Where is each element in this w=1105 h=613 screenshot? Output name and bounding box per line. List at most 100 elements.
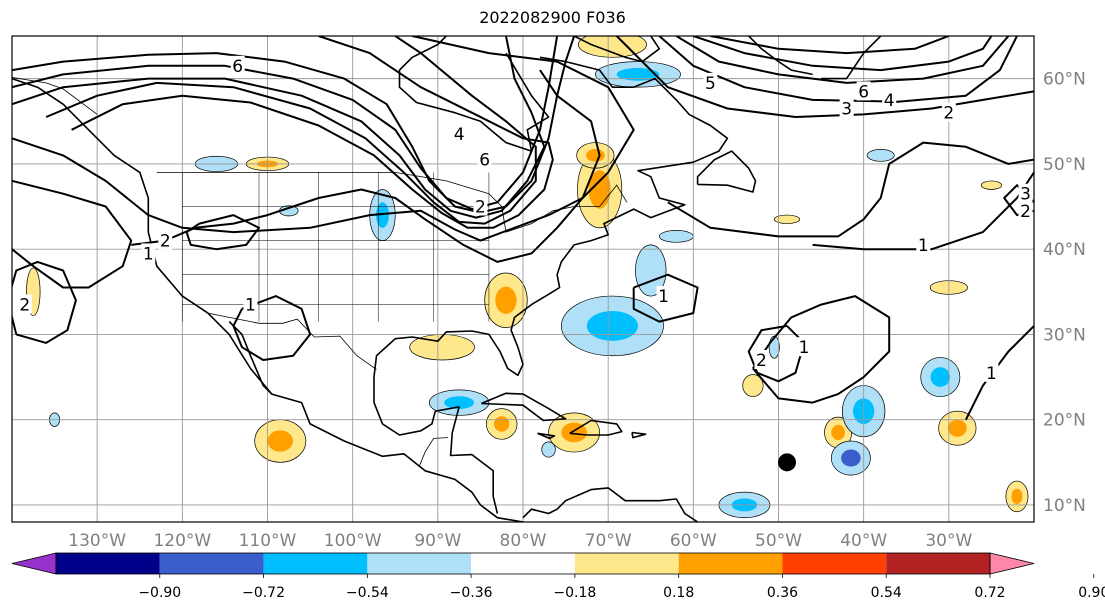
contour-label: 1 (986, 364, 997, 384)
contour-label: 6 (858, 82, 869, 102)
longitude-label: 100°W (324, 531, 382, 551)
contour-line (71, 36, 554, 229)
country-border (418, 437, 449, 467)
anomaly-area (541, 441, 556, 458)
contour-label-bg (17, 294, 32, 314)
colorbar-tick-label: 0.54 (871, 585, 902, 601)
contour-label: 1 (799, 338, 810, 358)
contour-line (12, 260, 77, 344)
contour-label: 2 (943, 104, 954, 124)
colorbar-extend-low (11, 552, 57, 575)
longitude-label: 40°W (840, 531, 887, 551)
contour-label-bg (477, 149, 492, 169)
colorbar-tick-label: −0.36 (450, 585, 493, 601)
anomaly-core (831, 424, 845, 441)
contour-label-bg (797, 337, 812, 357)
colorbar-segment (574, 553, 679, 574)
contour-label: 3 (1020, 185, 1031, 205)
colorbar-segment (471, 553, 575, 574)
coastline (228, 321, 273, 395)
colorbar-tick-label: 0.36 (767, 585, 798, 601)
anomaly-core (616, 67, 660, 81)
contour-label: 4 (884, 91, 895, 111)
coastline (631, 431, 647, 439)
contour-label-bg (243, 294, 258, 314)
contour-label: 1 (245, 296, 256, 316)
anomaly-core (586, 148, 605, 162)
contour-label-bg (703, 72, 718, 92)
longitude-labels: 130°W 120°W 110°W 100°W 90°W 80°W 70°W 60°W 50°W… (68, 531, 972, 551)
anomaly-core (947, 419, 967, 437)
colorbar-segment (886, 553, 990, 574)
contour-label-bg (230, 55, 245, 75)
contour-line (675, 36, 1010, 84)
colorbar-labels: −0.90 −0.72 −0.54 −0.36 −0.18 0.18 0.36 0.54 0.7… (138, 574, 1105, 601)
contour-line (710, 36, 950, 55)
contour-label: 1 (658, 287, 669, 307)
longitude-label: 120°W (153, 531, 211, 551)
contour-line (752, 295, 891, 404)
longitude-label: 50°W (755, 531, 802, 551)
colorbar-segment (159, 553, 264, 574)
coastline (537, 432, 556, 440)
country-border (12, 77, 98, 115)
colorbar-extend-high (989, 552, 1035, 575)
contour-label-bg (1018, 200, 1033, 220)
contour-label-bg (1018, 183, 1033, 203)
contour-label-bg (141, 243, 156, 263)
latitude-label: 50°N (1043, 155, 1086, 175)
anomaly-area (773, 214, 801, 224)
contour-line (232, 295, 312, 361)
coastline (573, 36, 661, 63)
contour-label-bg (984, 362, 999, 382)
contour-label: 1 (143, 244, 154, 264)
contour-label: 2 (756, 351, 767, 371)
coastline (398, 36, 550, 152)
longitude-label: 110°W (239, 531, 297, 551)
latitude-label: 20°N (1043, 411, 1086, 431)
contour-line (12, 36, 635, 242)
colorbar-tick-label: 0.90 (1078, 585, 1105, 601)
anomaly-core (494, 416, 510, 432)
anomaly-core (586, 310, 638, 341)
contour-line (12, 179, 133, 289)
storm-position-marker (778, 453, 797, 472)
contour-label-bg (754, 350, 769, 369)
height-contours (12, 36, 1034, 421)
anomaly-shading (26, 36, 1029, 519)
latitude-label: 10°N (1043, 496, 1086, 516)
anomaly-area (578, 36, 647, 58)
contour-label: 4 (454, 125, 465, 145)
contour-line (667, 141, 1034, 238)
coastline (373, 56, 729, 514)
longitude-label: 70°W (585, 531, 632, 551)
colorbar-segment (678, 553, 783, 574)
contour-line (131, 69, 601, 263)
contour-line (615, 36, 1034, 118)
contour-label-bg (941, 102, 956, 122)
colorbar-outline (55, 552, 991, 575)
colorbar-tick-label: 0.18 (663, 585, 694, 601)
contour-label: 2 (1020, 202, 1031, 222)
country-border (156, 172, 628, 233)
longitude-label: 60°W (670, 531, 717, 551)
contour-label-bg (882, 89, 897, 109)
contour-line (632, 273, 699, 323)
anomaly-core (267, 430, 294, 452)
anomaly-core (841, 449, 861, 467)
contour-label-bg (856, 81, 871, 101)
colorbar (11, 552, 1035, 575)
contour-label: 6 (232, 57, 243, 77)
contour-label: 1 (918, 236, 929, 256)
latitude-label: 30°N (1043, 325, 1086, 345)
contour-label-bg (839, 98, 854, 118)
anomaly-area (658, 230, 694, 243)
contour-label-bg (473, 196, 488, 216)
latitude-label: 60°N (1043, 70, 1086, 90)
longitude-label: 80°W (500, 531, 547, 551)
anomaly-core (1011, 488, 1023, 505)
longitude-label: 90°W (414, 531, 461, 551)
map-frame (11, 35, 1035, 523)
colorbar-tick-label: −0.18 (553, 585, 596, 601)
